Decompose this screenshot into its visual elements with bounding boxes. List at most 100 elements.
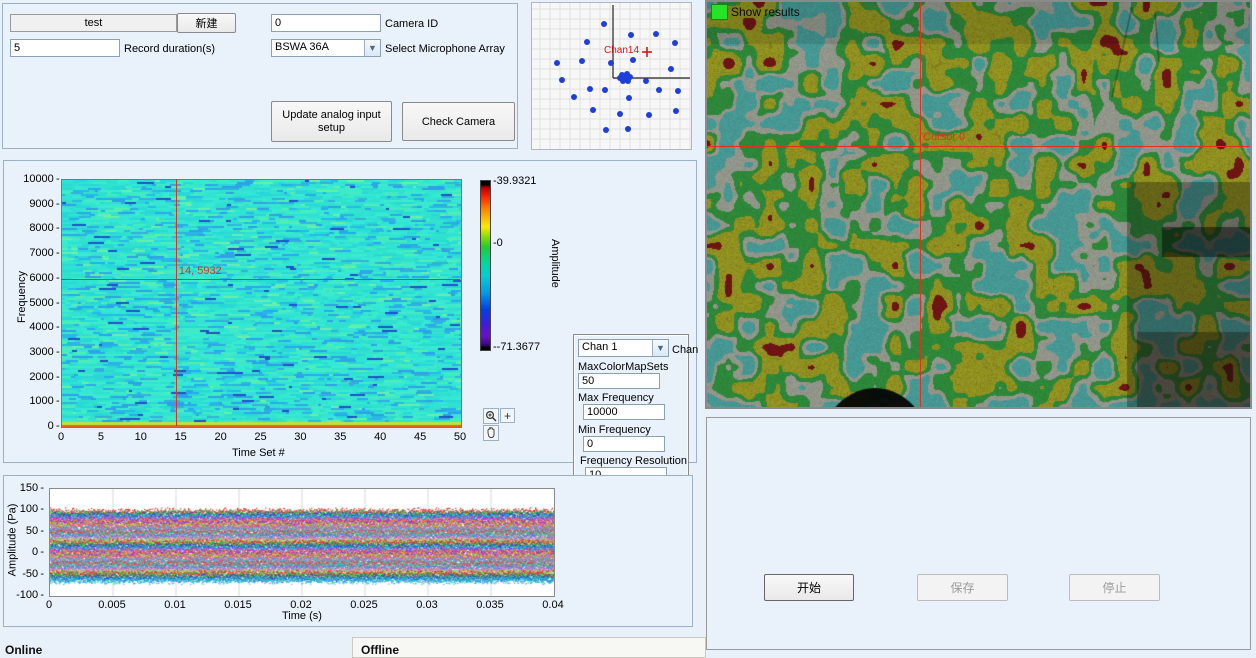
spectrogram-x-tick: 15 xyxy=(174,431,187,443)
record-duration-input[interactable] xyxy=(10,39,120,57)
camera-cursor-hline[interactable] xyxy=(707,146,1250,147)
spectrogram-cursor-label: 14, 5932 xyxy=(178,265,222,278)
waveform-x-tick: 0.005 xyxy=(98,599,126,611)
mic-array-cursor-label: Chan14 xyxy=(604,45,640,56)
maxcolormapsets-input[interactable] xyxy=(578,373,660,389)
offline-status-label: Offline xyxy=(361,643,399,657)
waveform-plot-area[interactable] xyxy=(49,488,555,597)
camera-id-label: Camera ID xyxy=(385,18,439,30)
offline-status-box: Offline xyxy=(352,637,706,658)
tick-mark: - xyxy=(56,345,60,358)
tick-mark: - xyxy=(56,222,60,235)
mic-array-select[interactable]: BSWA 36A ▼ xyxy=(271,39,381,57)
spectrogram-x-tick: 50 xyxy=(453,431,467,443)
tick-mark: - xyxy=(56,420,60,432)
stop-button[interactable]: 停止 xyxy=(1069,574,1160,601)
analysis-controls-box: Chan 1 ▼ Chan MaxColorMapSets Max Freque… xyxy=(573,334,698,483)
tick-mark: - xyxy=(56,271,60,284)
spectrogram-x-tick: 45 xyxy=(413,431,427,443)
min-frequency-input[interactable] xyxy=(583,436,665,452)
waveform-x-tick: 0.04 xyxy=(542,599,564,611)
chevron-down-icon[interactable]: ▼ xyxy=(652,340,668,356)
mic-array-scatter xyxy=(532,3,691,149)
spectrogram-x-tick: 20 xyxy=(214,431,227,443)
chevron-down-icon[interactable]: ▼ xyxy=(364,40,380,56)
camera-view[interactable]: Show results Cursor 0 xyxy=(705,0,1252,409)
spectrogram-y-tick: 7000 xyxy=(29,247,56,260)
waveform-x-tick: 0.025 xyxy=(350,599,378,611)
zoom-tool-icon[interactable] xyxy=(483,408,499,424)
save-button[interactable]: 保存 xyxy=(917,574,1008,601)
colorbar-min-label: --71.3677 xyxy=(493,341,541,353)
camera-id-input[interactable] xyxy=(271,14,381,32)
action-panel: 开始 保存 停止 xyxy=(706,417,1251,650)
spectrogram-x-tick: 0 xyxy=(57,431,65,443)
waveform-y-tick: 100 - xyxy=(19,503,44,516)
chan-label: Chan xyxy=(672,344,699,356)
check-camera-button[interactable]: Check Camera xyxy=(402,102,515,141)
spectrogram-x-tick: 40 xyxy=(374,431,387,443)
maxcolormapsets-label: MaxColorMapSets xyxy=(578,361,669,373)
camera-cursor-label: Cursor 0 xyxy=(923,131,966,143)
acoustic-image xyxy=(707,2,1250,407)
waveform-panel: Amplitude (Pa) 150 -100 -50 -0 - -50 - -10… xyxy=(3,475,693,627)
show-results-checkbox[interactable] xyxy=(711,4,728,20)
spectrogram-cursor-hline[interactable] xyxy=(61,279,460,281)
spectrogram-x-tick: 25 xyxy=(254,431,267,443)
colorbar-max-label: -39.9321 xyxy=(493,175,537,187)
mic-array-plot[interactable]: Chan14 xyxy=(531,2,692,150)
waveform-x-tick: 0.03 xyxy=(416,599,438,611)
mic-array-label: Select Microphone Array xyxy=(385,43,505,55)
update-analog-input-button[interactable]: Update analog input setup xyxy=(271,101,392,142)
frequency-resolution-label: Frequency Resolution xyxy=(580,455,688,467)
spectrogram-y-tick: 3000 xyxy=(29,345,56,358)
spectrogram-y-tick: 6000 xyxy=(29,271,56,284)
tick-mark: - xyxy=(56,321,60,334)
min-frequency-label: Min Frequency xyxy=(578,424,651,436)
cursor-tool-icon[interactable]: + xyxy=(500,408,515,423)
spectrogram-y-tick: 9000 xyxy=(29,197,56,210)
waveform-y-tick: -50 - xyxy=(22,567,44,580)
spectrogram-y-tick: 2000 xyxy=(29,370,56,383)
online-status-label: Online xyxy=(5,643,43,657)
session-name-field[interactable]: test xyxy=(10,14,177,32)
waveform-xlabel: Time (s) xyxy=(282,610,322,622)
chan-selected-value: Chan 1 xyxy=(582,341,618,353)
record-duration-label: Record duration(s) xyxy=(124,43,216,55)
spectrogram-y-tick: 4000 xyxy=(29,321,56,334)
waveform-y-tick: 0 - xyxy=(32,546,44,559)
spectrogram-y-tick: 5000 xyxy=(29,296,56,309)
spectrogram-y-tick: 1000 xyxy=(29,395,56,408)
start-button[interactable]: 开始 xyxy=(764,574,854,601)
spectrogram-plot-area[interactable] xyxy=(61,179,462,428)
camera-cursor-vline[interactable] xyxy=(920,2,921,407)
tick-mark: - xyxy=(56,370,60,383)
tick-mark: - xyxy=(56,197,60,210)
tick-mark: - xyxy=(56,173,60,185)
amplitude-colorbar xyxy=(480,180,491,351)
mic-array-selected-value: BSWA 36A xyxy=(275,41,330,53)
max-frequency-input[interactable] xyxy=(583,404,665,420)
tick-mark: - xyxy=(56,247,60,260)
chan-select[interactable]: Chan 1 ▼ xyxy=(578,339,669,357)
spectrogram-cursor-vline[interactable] xyxy=(175,179,177,426)
spectrogram-xlabel: Time Set # xyxy=(232,447,285,459)
spectrogram-panel: Frequency 14, 5932 10000 -9000 -8000 -70… xyxy=(3,160,698,483)
spectrogram-y-tick: 0 xyxy=(47,420,56,432)
spectrogram-y-tick: 10000 xyxy=(23,173,56,185)
spectrogram-x-tick: 35 xyxy=(334,431,347,443)
tick-mark: - xyxy=(56,296,60,309)
waveform-y-tick: 150 - xyxy=(19,482,44,494)
waveform-x-tick: 0.015 xyxy=(224,599,252,611)
max-frequency-label: Max Frequency xyxy=(578,392,654,404)
pan-tool-icon[interactable] xyxy=(483,425,499,441)
new-session-button[interactable]: 新建 xyxy=(177,13,236,33)
tick-mark: - xyxy=(56,395,60,408)
spectrogram-x-tick: 30 xyxy=(294,431,307,443)
colorbar-title: Amplitude xyxy=(549,239,561,288)
show-results-label: Show results xyxy=(731,5,800,19)
waveform-x-tick: 0.02 xyxy=(290,599,312,611)
setup-panel: test 新建 Record duration(s) Camera ID BSW… xyxy=(2,3,518,149)
spectrogram-x-tick: 10 xyxy=(134,431,147,443)
